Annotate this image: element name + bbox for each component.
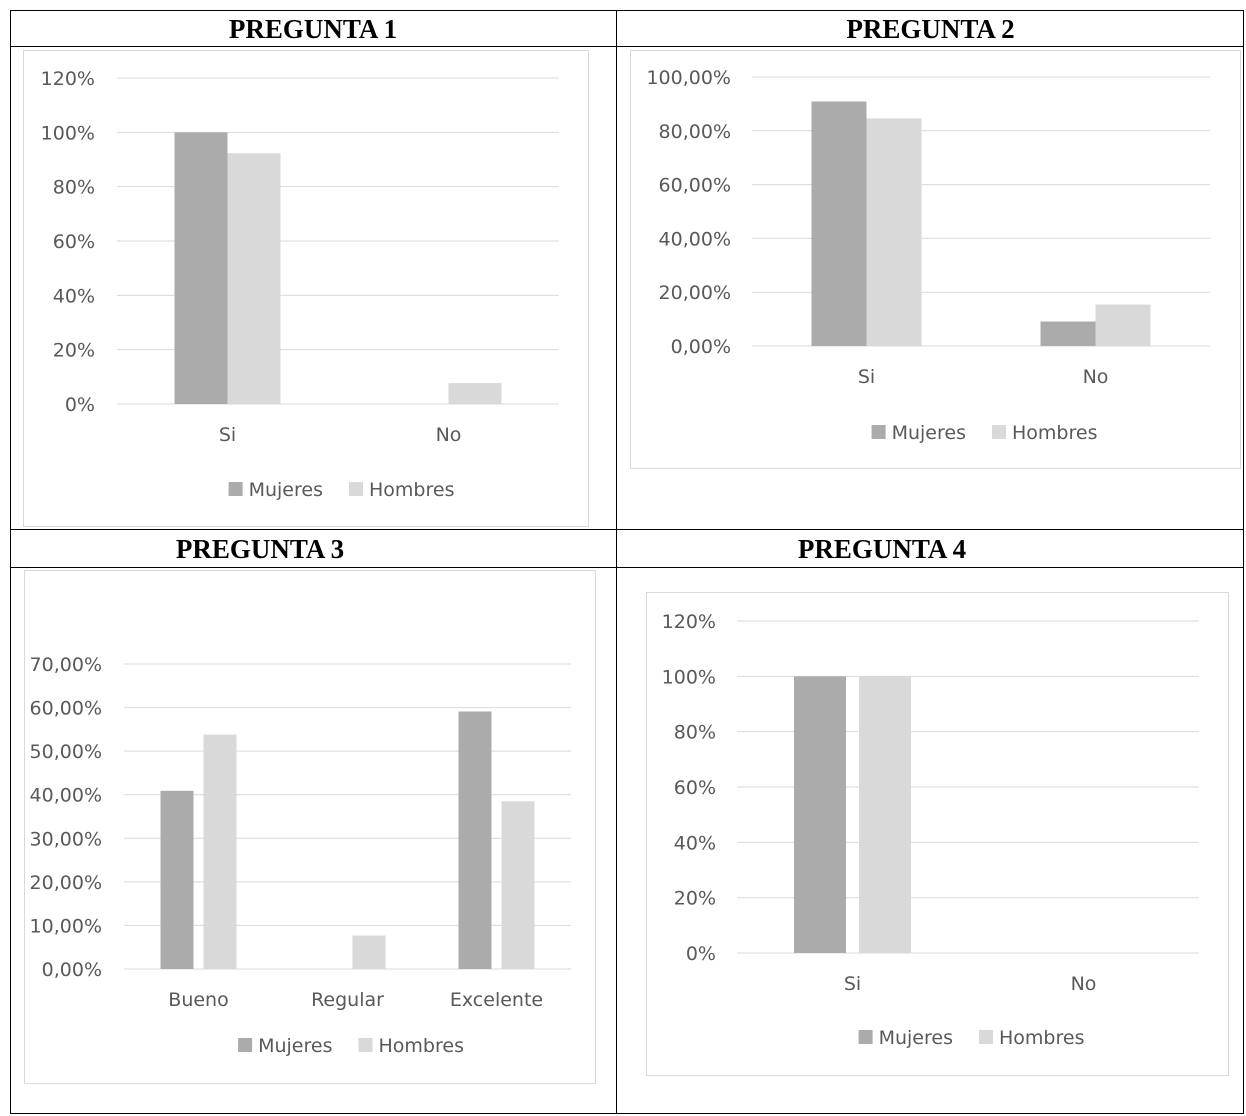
y-tick-label: 100%	[662, 666, 716, 688]
bar-mujeres-excelente	[458, 711, 492, 969]
y-tick-label: 0%	[65, 394, 95, 416]
table-header-divider	[10, 567, 1244, 568]
x-category-label: Si	[858, 366, 875, 388]
y-tick-label: 80%	[674, 722, 716, 744]
x-category-label: Si	[219, 424, 236, 446]
bar-hombres-regular	[352, 935, 386, 969]
x-category-label: Excelente	[450, 989, 543, 1011]
y-tick-label: 20,00%	[659, 282, 731, 304]
survey-table	[10, 10, 1244, 1114]
bar-hombres-excelente	[501, 801, 535, 969]
y-tick-label: 80,00%	[659, 121, 731, 143]
y-tick-label: 60%	[674, 777, 716, 799]
y-tick-label: 40%	[53, 285, 95, 307]
chart-frame	[23, 50, 589, 527]
legend-swatch-hombres	[979, 1030, 993, 1044]
bar-hombres-si	[859, 676, 911, 953]
y-tick-label: 60,00%	[659, 175, 731, 197]
legend-label: Hombres	[1012, 422, 1097, 444]
table-row-divider	[10, 529, 1244, 530]
y-tick-label: 0,00%	[42, 959, 102, 981]
bar-hombres-bueno	[203, 734, 237, 969]
y-tick-label: 40,00%	[659, 228, 731, 250]
y-tick-label: 10,00%	[30, 915, 102, 937]
table-column-divider	[616, 10, 617, 1114]
bar-hombres-no	[448, 383, 502, 404]
legend-swatch-mujeres	[871, 425, 886, 439]
y-tick-label: 120%	[662, 611, 716, 633]
y-tick-label: 0%	[686, 943, 716, 965]
legend-label: Hombres	[379, 1035, 464, 1057]
bar-mujeres-si	[174, 132, 228, 405]
x-category-label: Si	[844, 973, 861, 995]
bar-hombres-si	[866, 118, 922, 347]
legend-label: Hombres	[999, 1027, 1084, 1049]
legend-label: Mujeres	[879, 1027, 953, 1049]
bar-chart-pregunta-2: 0,00% 20,00% 40,00% 60,00% 80,00% 100,00% Si No…	[646, 67, 1210, 444]
y-tick-label: 100%	[41, 122, 95, 144]
chart-frame	[24, 570, 596, 1084]
legend-swatch-mujeres	[858, 1030, 873, 1044]
bar-chart-pregunta-3: 0,00% 10,00% 20,00% 30,00% 40,00% 50,00% 60,00…	[30, 654, 571, 1057]
y-tick-label: 30,00%	[30, 828, 102, 850]
bar-mujeres-si	[794, 676, 846, 953]
x-category-label: Bueno	[168, 989, 228, 1011]
bar-chart-pregunta-4: 0% 20% 40% 60% 80% 100% 120% Si No Mujeres Hombres	[662, 611, 1199, 1049]
legend-swatch-mujeres	[228, 482, 243, 496]
bar-mujeres-no	[1040, 321, 1096, 346]
question-title: PREGUNTA 3	[175, 534, 345, 564]
legend-label: Mujeres	[258, 1035, 332, 1057]
legend-swatch-mujeres	[238, 1038, 253, 1052]
legend-swatch-hombres	[349, 482, 363, 496]
legend-swatch-hombres	[992, 425, 1006, 439]
y-tick-label: 100,00%	[646, 67, 731, 89]
x-category-label: No	[1071, 973, 1097, 995]
y-tick-label: 70,00%	[30, 654, 102, 676]
legend-label: Mujeres	[892, 422, 966, 444]
bar-hombres-no	[1095, 304, 1151, 346]
y-tick-label: 80%	[53, 177, 95, 199]
question-title: PREGUNTA 2	[846, 14, 1015, 44]
legend-swatch-hombres	[358, 1038, 373, 1052]
chart-frame	[646, 592, 1229, 1076]
y-tick-label: 20%	[53, 340, 95, 362]
x-category-label: Regular	[311, 989, 384, 1011]
y-tick-label: 20,00%	[30, 872, 102, 894]
y-tick-label: 0,00%	[671, 336, 731, 358]
question-title: PREGUNTA 1	[228, 14, 398, 44]
y-tick-label: 50,00%	[30, 741, 102, 763]
table-header-divider	[10, 46, 1244, 47]
y-tick-label: 60,00%	[30, 698, 102, 720]
bar-mujeres-bueno	[160, 790, 194, 969]
y-tick-label: 60%	[53, 231, 95, 253]
x-category-label: No	[1083, 366, 1109, 388]
legend-label: Mujeres	[249, 479, 323, 501]
y-tick-label: 120%	[41, 68, 95, 90]
legend-label: Hombres	[369, 479, 454, 501]
y-tick-label: 40%	[674, 832, 716, 854]
y-tick-label: 20%	[674, 888, 716, 910]
bar-hombres-si	[227, 153, 281, 404]
question-title: PREGUNTA 4	[797, 534, 967, 564]
chart-frame	[630, 50, 1241, 469]
bar-mujeres-si	[811, 101, 867, 346]
x-category-label: No	[436, 424, 462, 446]
y-tick-label: 40,00%	[30, 785, 102, 807]
bar-chart-pregunta-1: 0% 20% 40% 60% 80% 100% 120% Si No Mujeres Hombres	[41, 68, 559, 501]
